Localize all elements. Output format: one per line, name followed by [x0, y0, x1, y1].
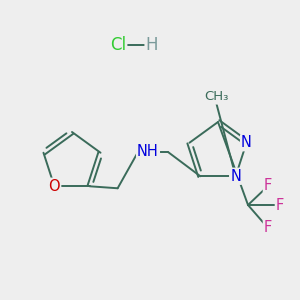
Text: F: F — [264, 178, 272, 194]
Text: Cl: Cl — [110, 36, 126, 54]
Text: N: N — [230, 169, 241, 184]
Text: H: H — [146, 36, 158, 54]
Text: O: O — [49, 179, 60, 194]
Text: CH₃: CH₃ — [204, 91, 228, 103]
Text: N: N — [241, 135, 252, 150]
Text: F: F — [264, 220, 272, 236]
Text: F: F — [276, 197, 284, 212]
Text: NH: NH — [137, 145, 159, 160]
